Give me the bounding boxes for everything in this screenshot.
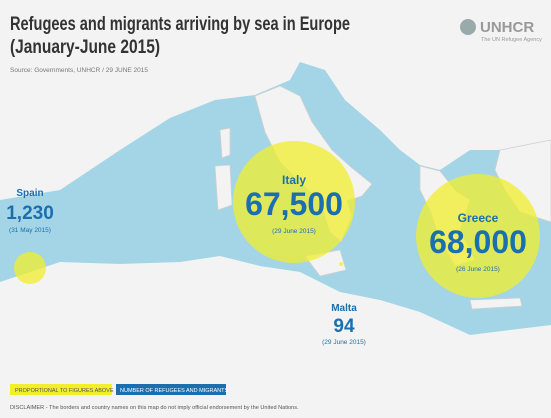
country-name: Malta: [331, 303, 357, 314]
spain-circle: [14, 252, 46, 284]
country-date: (26 June 2015): [456, 266, 500, 273]
country-name: Spain: [16, 188, 43, 199]
title: Refugees and migrants arriving by sea in…: [10, 14, 350, 35]
country-figure: 67,500: [245, 186, 343, 222]
legend-label: NUMBER OF REFUGEES AND MIGRANTS: [120, 388, 229, 394]
country-name: Italy: [282, 173, 306, 187]
italy-circle: [233, 141, 355, 263]
logo-icon: [460, 19, 476, 35]
logo-tagline: The UN Refugee Agency: [481, 37, 542, 43]
country-figure: 1,230: [6, 203, 54, 224]
country-date: (29 June 2015): [322, 339, 366, 346]
source: Source: Governments, UNHCR / 29 JUNE 201…: [10, 67, 148, 74]
country-name: Greece: [458, 211, 499, 225]
title: (January-June 2015): [10, 37, 160, 58]
legend-swatch: [10, 384, 112, 395]
legend-swatch: [116, 384, 226, 395]
malta-circle: [339, 262, 343, 266]
greece-circle: [416, 174, 540, 298]
country-date: (31 May 2015): [9, 227, 51, 234]
country-date: (29 June 2015): [272, 228, 316, 235]
country-figure: 94: [333, 316, 355, 337]
logo-name: UNHCR: [480, 19, 534, 36]
legend-label: PROPORTIONAL TO FIGURES ABOVE: [15, 388, 114, 394]
proportional-circles: [14, 141, 540, 298]
disclaimer: DISCLAIMER - The borders and country nam…: [10, 405, 299, 411]
country-figure: 68,000: [429, 224, 527, 260]
